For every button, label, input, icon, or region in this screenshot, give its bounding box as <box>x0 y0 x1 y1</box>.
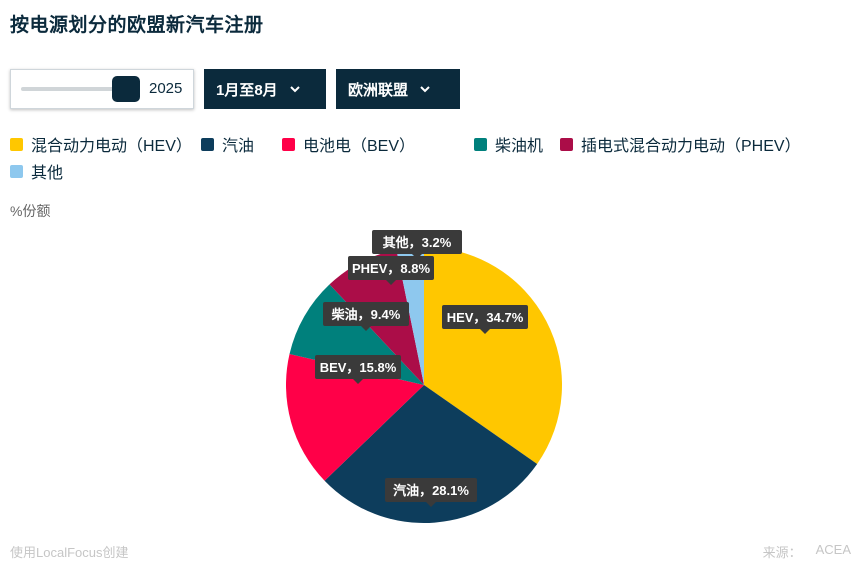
label-box <box>385 478 477 502</box>
slice-label-text: 柴油，9.4% <box>331 307 401 322</box>
slice-label-text: 汽油，28.1% <box>393 483 469 498</box>
slider-track[interactable] <box>21 87 126 91</box>
legend-swatch <box>10 164 23 178</box>
legend-item[interactable]: 混合动力电动（HEV） <box>10 132 192 156</box>
credit-text: 使用LocalFocus创建 <box>10 545 129 560</box>
pie-slice[interactable] <box>286 354 424 481</box>
legend-swatch <box>560 137 573 151</box>
label-box <box>348 256 434 280</box>
legend-swatch <box>10 137 23 151</box>
legend-item[interactable]: 柴油机 <box>474 132 543 156</box>
page-title: 按电源划分的欧盟新汽车注册 <box>10 15 264 36</box>
slice-label-text: 其他，3.2% <box>383 235 452 250</box>
pie-slice[interactable] <box>396 247 424 385</box>
region-dropdown-label: 欧洲联盟 <box>348 81 409 99</box>
legend-swatch <box>282 137 295 151</box>
source-value: ACEA <box>815 542 851 557</box>
controls-bar: 2025 1月至8月 欧洲联盟 <box>10 69 460 109</box>
chevron-down-icon <box>420 86 430 93</box>
legend-item[interactable]: 插电式混合动力电动（PHEV） <box>560 132 801 156</box>
slider-thumb[interactable] <box>112 76 140 102</box>
legend-label: 汽油 <box>222 138 255 155</box>
pie-slice[interactable] <box>424 247 562 464</box>
period-dropdown-label: 1月至8月 <box>216 81 278 99</box>
legend-swatch <box>474 137 487 151</box>
legend-label: 电池电（BEV） <box>303 138 416 155</box>
label-pointer <box>412 254 422 259</box>
slice-label-text: HEV，34.7% <box>447 310 524 325</box>
source-label: 来源： <box>762 545 802 560</box>
slice-data-label: BEV，15.8% <box>315 355 401 384</box>
pie-slice[interactable] <box>324 385 538 523</box>
slice-data-label: PHEV，8.8% <box>348 256 434 285</box>
label-pointer <box>480 329 490 334</box>
label-pointer <box>353 379 363 384</box>
slice-data-label: 其他，3.2% <box>372 230 462 259</box>
legend-item[interactable]: 电池电（BEV） <box>282 132 415 156</box>
slice-data-label: HEV，34.7% <box>442 305 528 334</box>
unit-label: %份额 <box>10 203 51 219</box>
chevron-down-icon <box>289 86 300 93</box>
legend-label: 柴油机 <box>495 138 544 155</box>
label-box <box>323 302 409 326</box>
slice-label-text: PHEV，8.8% <box>352 261 430 276</box>
source-footer: 来源： ACEA <box>763 542 851 561</box>
legend-swatch <box>201 137 214 151</box>
label-pointer <box>386 280 396 285</box>
legend-label: 插电式混合动力电动（PHEV） <box>581 138 801 155</box>
legend-label: 混合动力电动（HEV） <box>31 138 192 155</box>
slice-data-label: 柴油，9.4% <box>323 302 409 331</box>
period-dropdown[interactable]: 1月至8月 <box>204 69 326 109</box>
legend-item[interactable]: 汽油 <box>201 132 254 156</box>
label-box <box>442 305 528 329</box>
label-pointer <box>361 326 371 331</box>
year-value: 2025 <box>149 80 183 97</box>
label-box <box>315 355 401 379</box>
label-box <box>372 230 462 254</box>
year-slider[interactable]: 2025 <box>10 69 194 109</box>
label-pointer <box>426 502 436 507</box>
slice-label-text: BEV，15.8% <box>320 360 397 375</box>
legend-item[interactable]: 其他 <box>10 159 63 183</box>
region-dropdown[interactable]: 欧洲联盟 <box>336 69 460 109</box>
slice-data-label: 汽油，28.1% <box>385 478 477 507</box>
legend-label: 其他 <box>31 165 64 182</box>
